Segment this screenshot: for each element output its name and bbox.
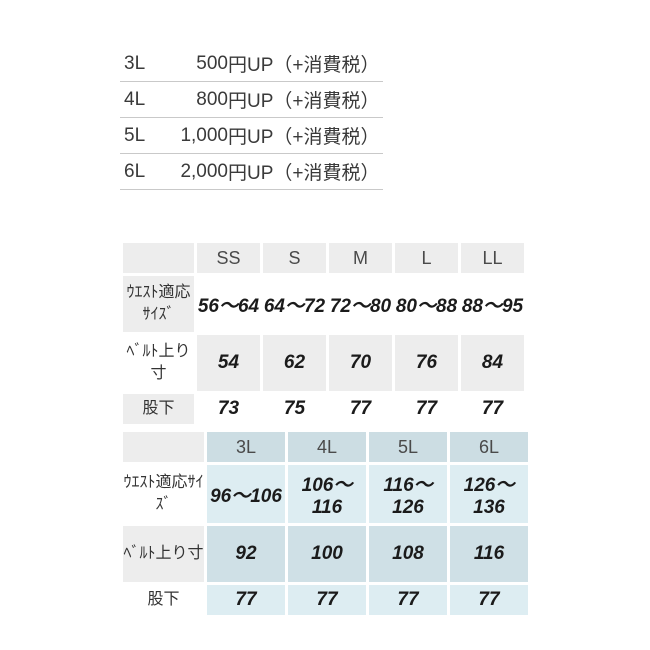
col-header-ll: LL	[458, 240, 527, 276]
upcharge-tax-note: 円UP（+消費税）	[228, 55, 380, 76]
upcharge-size-label: 3L	[124, 52, 146, 74]
col-header-ss: SS	[194, 240, 263, 276]
value-cell: 56～64	[194, 273, 263, 335]
upcharge-price-value: 500	[196, 52, 228, 74]
value-cell: 77	[458, 391, 527, 427]
waist-row: ｳｴｽﾄ適応ｻｲｽﾞ 56～64 64～72 72～80 80～88 88～95	[120, 273, 527, 335]
value-cell: 92	[204, 523, 288, 585]
value-cell: 64～72	[260, 273, 329, 335]
upcharge-size-label: 6L	[124, 160, 146, 182]
value-cell: 70	[326, 332, 395, 394]
upcharge-tax-note: 円UP（+消費税）	[228, 127, 380, 148]
col-header-s: S	[260, 240, 329, 276]
col-header-m: M	[326, 240, 395, 276]
header-row: SS S M L LL	[120, 240, 527, 276]
value-cell: 62	[260, 332, 329, 394]
value-cell: 54	[194, 332, 263, 394]
price-row-3l: 3L 500 円UP（+消費税）	[120, 46, 383, 82]
price-upcharge-list: 3L 500 円UP（+消費税） 4L 800 円UP（+消費税） 5L 1,0…	[120, 46, 383, 190]
upcharge-price-value: 2,000	[180, 160, 228, 182]
upcharge-tax-note: 円UP（+消費税）	[228, 163, 380, 184]
price-row-4l: 4L 800 円UP（+消費税）	[120, 82, 383, 118]
upcharge-price-value: 1,000	[180, 124, 228, 146]
value-cell: 75	[260, 391, 329, 427]
value-cell: 77	[447, 582, 531, 618]
inseam-row: 股下 73 75 77 77 77	[120, 391, 527, 427]
upcharge-tax-note: 円UP（+消費税）	[228, 91, 380, 112]
header-row: 3L 4L 5L 6L	[120, 429, 531, 465]
inseam-row: 股下 77 77 77 77	[120, 582, 531, 618]
value-cell: 108	[366, 523, 450, 585]
value-cell: 77	[392, 391, 461, 427]
upcharge-size-label: 5L	[124, 124, 146, 146]
value-cell: 88～95	[458, 273, 527, 335]
size-table-standard: SS S M L LL ｳｴｽﾄ適応ｻｲｽﾞ 56～64 64～72 72～80…	[120, 240, 527, 427]
row-label-belt: ﾍﾞﾙﾄ上り寸	[120, 332, 197, 394]
belt-row: ﾍﾞﾙﾄ上り寸 92 100 108 116	[120, 523, 531, 585]
value-cell: 77	[326, 391, 395, 427]
row-label-waist: ｳｴｽﾄ適応ｻｲｽﾞ	[120, 273, 197, 335]
price-row-6l: 6L 2,000 円UP（+消費税）	[120, 154, 383, 190]
value-cell: 73	[194, 391, 263, 427]
col-header-5l: 5L	[366, 429, 450, 465]
value-cell: 77	[285, 582, 369, 618]
col-header-l: L	[392, 240, 461, 276]
row-label-inseam: 股下	[120, 582, 207, 618]
value-cell: 116	[447, 523, 531, 585]
corner-cell	[120, 240, 197, 276]
value-cell: 116～126	[366, 462, 450, 526]
row-label-inseam: 股下	[120, 391, 197, 427]
waist-row: ｳｴｽﾄ適応ｻｲｽﾞ 96～106 106～116 116～126 126～13…	[120, 462, 531, 526]
value-cell: 96～106	[204, 462, 288, 526]
value-cell: 80～88	[392, 273, 461, 335]
value-cell: 72～80	[326, 273, 395, 335]
upcharge-size-label: 4L	[124, 88, 146, 110]
row-label-belt: ﾍﾞﾙﾄ上り寸	[120, 523, 207, 585]
size-table-large: 3L 4L 5L 6L ｳｴｽﾄ適応ｻｲｽﾞ 96～106 106～116 11…	[120, 429, 531, 618]
row-label-waist: ｳｴｽﾄ適応ｻｲｽﾞ	[120, 462, 207, 526]
value-cell: 106～116	[285, 462, 369, 526]
value-cell: 126～136	[447, 462, 531, 526]
corner-cell	[120, 429, 207, 465]
value-cell: 100	[285, 523, 369, 585]
value-cell: 76	[392, 332, 461, 394]
upcharge-price-value: 800	[196, 88, 228, 110]
col-header-4l: 4L	[285, 429, 369, 465]
value-cell: 77	[204, 582, 288, 618]
value-cell: 77	[366, 582, 450, 618]
belt-row: ﾍﾞﾙﾄ上り寸 54 62 70 76 84	[120, 332, 527, 394]
value-cell: 84	[458, 332, 527, 394]
col-header-6l: 6L	[447, 429, 531, 465]
price-row-5l: 5L 1,000 円UP（+消費税）	[120, 118, 383, 154]
col-header-3l: 3L	[204, 429, 288, 465]
